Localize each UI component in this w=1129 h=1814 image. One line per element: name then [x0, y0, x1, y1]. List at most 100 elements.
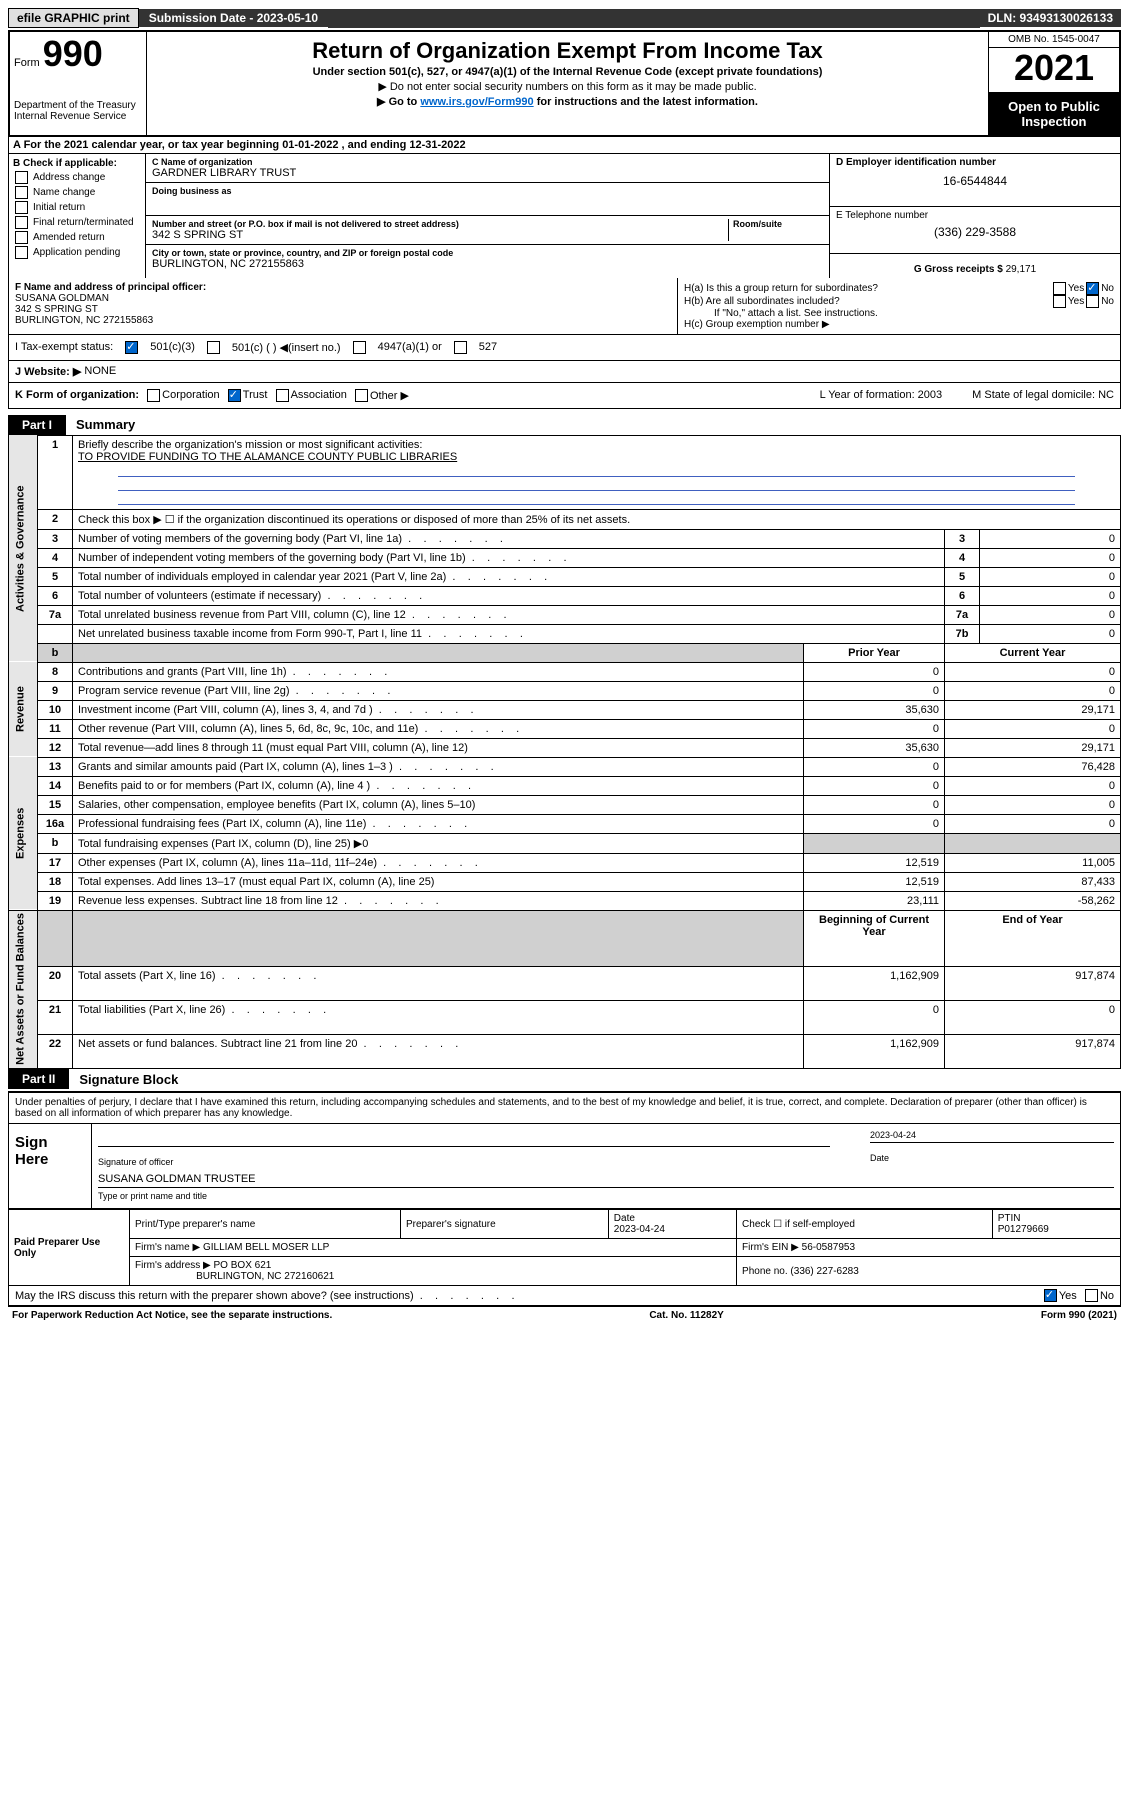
line-text: Other expenses (Part IX, column (A), lin…	[73, 853, 804, 872]
firm-ein-value: 56-0587953	[802, 1242, 855, 1253]
summary-table: Activities & Governance 1 Briefly descri…	[8, 435, 1121, 1070]
table-row: 12Total revenue—add lines 8 through 11 (…	[9, 738, 1121, 757]
opt-other: Other ▶	[370, 389, 409, 402]
may-irs-no: No	[1100, 1290, 1114, 1302]
chk-other[interactable]	[355, 389, 368, 402]
sub3-pre: ▶ Go to	[377, 96, 420, 108]
may-irs-no-checkbox[interactable]	[1085, 1289, 1098, 1302]
line-num: 12	[38, 738, 73, 757]
line-val: 0	[980, 529, 1121, 548]
officer-addr1: 342 S SPRING ST	[15, 304, 671, 315]
line-text: Net unrelated business taxable income fr…	[73, 624, 945, 643]
hb-no-checkbox[interactable]	[1086, 295, 1099, 308]
prior-val	[804, 833, 945, 853]
k-label: K Form of organization:	[15, 389, 139, 401]
dba-cell: Doing business as	[146, 183, 829, 216]
chk-application-pending[interactable]: Application pending	[13, 246, 141, 259]
sig-officer-label: Signature of officer	[98, 1157, 173, 1167]
column-d: D Employer identification number 16-6544…	[829, 154, 1120, 278]
hb-no: No	[1101, 296, 1114, 307]
row-j: J Website: ▶ NONE	[8, 361, 1121, 383]
may-irs-yes: Yes	[1059, 1290, 1077, 1302]
ha-yes-checkbox[interactable]	[1053, 282, 1066, 295]
officer-addr2: BURLINGTON, NC 272155863	[15, 315, 671, 326]
prior-val: 35,630	[804, 700, 945, 719]
hb-yes-checkbox[interactable]	[1053, 295, 1066, 308]
form-number: 990	[43, 33, 103, 74]
chk-corporation[interactable]	[147, 389, 160, 402]
curr-val: 29,171	[945, 700, 1121, 719]
line-num: 22	[38, 1035, 73, 1069]
line-num: 7a	[38, 605, 73, 624]
line-text: Program service revenue (Part VIII, line…	[73, 681, 804, 700]
main-info-block: B Check if applicable: Address change Na…	[8, 154, 1121, 278]
table-row: 2 Check this box ▶ ☐ if the organization…	[9, 509, 1121, 529]
line-num: 8	[38, 662, 73, 681]
q1-cell: Briefly describe the organization's miss…	[73, 435, 1121, 509]
curr-val: 0	[945, 681, 1121, 700]
line-num	[38, 624, 73, 643]
line-num: 13	[38, 757, 73, 776]
chk-501c[interactable]	[207, 341, 220, 354]
efile-button[interactable]: efile GRAPHIC print	[8, 8, 139, 28]
footer: For Paperwork Reduction Act Notice, see …	[8, 1306, 1121, 1324]
may-irs-yes-checkbox[interactable]	[1044, 1289, 1057, 1302]
line-text: Professional fundraising fees (Part IX, …	[73, 814, 804, 833]
address-cell: Number and street (or P.O. box if mail i…	[146, 216, 829, 245]
chk-4947[interactable]	[353, 341, 366, 354]
org-name: GARDNER LIBRARY TRUST	[152, 167, 823, 179]
line-text: Total assets (Part X, line 16)	[73, 966, 804, 1000]
table-row: 11Other revenue (Part VIII, column (A), …	[9, 719, 1121, 738]
line-num: 11	[38, 719, 73, 738]
end-year-hdr: End of Year	[945, 910, 1121, 966]
ein-value: 16-6544844	[836, 174, 1114, 188]
state-domicile: M State of legal domicile: NC	[972, 389, 1114, 401]
paid-preparer-label: Paid Preparer Use Only	[9, 1210, 130, 1286]
opt-4947: 4947(a)(1) or	[378, 341, 442, 353]
line-num: 9	[38, 681, 73, 700]
curr-val: 0	[945, 776, 1121, 795]
blank-line	[118, 478, 1075, 491]
chk-amended-return[interactable]: Amended return	[13, 231, 141, 244]
chk-501c3[interactable]	[125, 341, 138, 354]
chk-association[interactable]	[276, 389, 289, 402]
ha-no-checkbox[interactable]	[1086, 282, 1099, 295]
chk-527[interactable]	[454, 341, 467, 354]
chk-address-change[interactable]: Address change	[13, 171, 141, 184]
line-num: 16a	[38, 814, 73, 833]
curr-val: 917,874	[945, 966, 1121, 1000]
line-text: Investment income (Part VIII, column (A)…	[73, 700, 804, 719]
line-text: Net assets or fund balances. Subtract li…	[73, 1035, 804, 1069]
table-row: Firm's name ▶ GILLIAM BELL MOSER LLP Fir…	[9, 1239, 1121, 1257]
subtitle-1: Under section 501(c), 527, or 4947(a)(1)…	[155, 66, 980, 78]
prior-val: 0	[804, 795, 945, 814]
chk-name-change[interactable]: Name change	[13, 186, 141, 199]
ptin-label: PTIN	[998, 1213, 1021, 1224]
prep-name-header: Print/Type preparer's name	[130, 1210, 401, 1239]
q1-answer: TO PROVIDE FUNDING TO THE ALAMANCE COUNT…	[78, 451, 457, 463]
dba-label: Doing business as	[152, 186, 823, 196]
chk-trust[interactable]	[228, 389, 241, 402]
column-c: C Name of organization GARDNER LIBRARY T…	[146, 154, 829, 278]
chk-final-return[interactable]: Final return/terminated	[13, 216, 141, 229]
curr-val: 11,005	[945, 853, 1121, 872]
curr-val: -58,262	[945, 891, 1121, 910]
firm-addr2: BURLINGTON, NC 272160621	[196, 1271, 334, 1282]
line-text: Grants and similar amounts paid (Part IX…	[73, 757, 804, 776]
room-label: Room/suite	[733, 219, 823, 229]
table-row: 19Revenue less expenses. Subtract line 1…	[9, 891, 1121, 910]
line-num: 10	[38, 700, 73, 719]
phone-value: (336) 229-3588	[836, 225, 1114, 239]
f-label: F Name and address of principal officer:	[15, 282, 671, 293]
prior-val: 0	[804, 1000, 945, 1034]
chk-initial-return[interactable]: Initial return	[13, 201, 141, 214]
sign-here-label: Sign Here	[9, 1124, 92, 1208]
firm-name-cell: Firm's name ▶ GILLIAM BELL MOSER LLP	[130, 1239, 737, 1257]
line-text: Total liabilities (Part X, line 26)	[73, 1000, 804, 1034]
row-f: F Name and address of principal officer:…	[8, 278, 1121, 335]
line-num: 2	[38, 509, 73, 529]
part1-header: Part I Summary	[8, 415, 1121, 435]
line-val: 0	[980, 624, 1121, 643]
irs-link[interactable]: www.irs.gov/Form990	[420, 96, 533, 108]
topbar-spacer	[328, 9, 979, 28]
